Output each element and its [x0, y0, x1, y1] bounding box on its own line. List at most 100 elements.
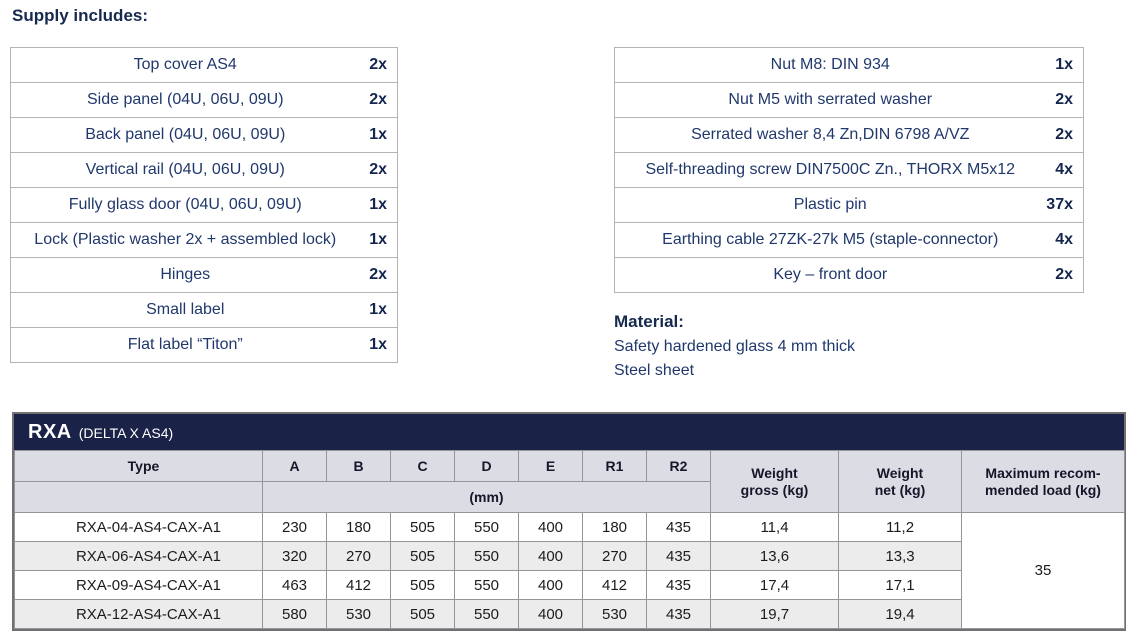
item-qty: 4x — [1041, 222, 1084, 258]
dim-cell: 400 — [518, 541, 583, 571]
item-name: Key – front door — [614, 257, 1042, 293]
col-header-type: Type — [14, 450, 263, 482]
dim-cell: 400 — [518, 512, 583, 542]
item-name: Self-threading screw DIN7500C Zn., THORX… — [614, 152, 1042, 188]
page-title: Supply includes: — [12, 6, 149, 25]
item-qty: 1x — [355, 187, 398, 223]
item-qty: 1x — [355, 222, 398, 258]
item-name: Serrated washer 8,4 Zn,DIN 6798 A/VZ — [614, 117, 1042, 153]
dim-cell: 270 — [326, 541, 391, 571]
spec-title: RXA — [28, 420, 72, 443]
spec-table: Type A B C D E R1 R2 Weight gross (kg) W… — [14, 450, 1125, 629]
supply-row: Nut M8: DIN 934 1x — [615, 48, 1084, 83]
max-load-cell: 35 — [961, 512, 1125, 629]
supply-table-right: Nut M8: DIN 934 1x Nut M5 with serrated … — [614, 47, 1084, 293]
dim-cell: 435 — [646, 570, 711, 600]
dim-cell: 180 — [582, 512, 647, 542]
dim-cell: 505 — [390, 541, 455, 571]
supply-row: Small label 1x — [10, 292, 398, 328]
weight-gross-cell: 17,4 — [710, 570, 839, 600]
dim-cell: 505 — [390, 512, 455, 542]
item-name: Nut M5 with serrated washer — [614, 82, 1042, 118]
item-qty: 1x — [355, 327, 398, 363]
type-cell: RXA-12-AS4-CAX-A1 — [14, 599, 263, 629]
col-header-b: B — [326, 450, 391, 482]
spec-row: RXA-09-AS4-CAX-A1 463 412 505 550 400 41… — [14, 570, 1125, 600]
type-cell: RXA-09-AS4-CAX-A1 — [14, 570, 263, 600]
item-name: Fully glass door (04U, 06U, 09U) — [10, 187, 356, 223]
unit-header: (mm) — [262, 481, 711, 513]
col-header-weight-gross: Weight gross (kg) — [710, 450, 839, 513]
dim-cell: 320 — [262, 541, 327, 571]
weight-net-cell: 17,1 — [838, 570, 962, 600]
dim-cell: 400 — [518, 599, 583, 629]
dim-cell: 550 — [454, 512, 519, 542]
supply-table-left: Top cover AS4 2x Side panel (04U, 06U, 0… — [10, 47, 398, 363]
supply-row: Key – front door 2x — [614, 257, 1084, 293]
supply-row: Earthing cable 27ZK-27k M5 (staple-conne… — [614, 222, 1084, 258]
item-name: Lock (Plastic washer 2x + assembled lock… — [10, 222, 356, 258]
item-name: Back panel (04U, 06U, 09U) — [10, 117, 356, 153]
supply-row: Nut M5 with serrated washer 2x — [614, 82, 1084, 118]
weight-net-cell: 13,3 — [838, 541, 962, 571]
item-qty: 2x — [369, 56, 387, 73]
item-qty: 1x — [355, 117, 398, 153]
dim-cell: 580 — [262, 599, 327, 629]
item-name: Small label — [10, 292, 356, 328]
col-header-c: C — [390, 450, 455, 482]
dim-cell: 435 — [646, 541, 711, 571]
weight-gross-cell: 13,6 — [710, 541, 839, 571]
dim-cell: 505 — [390, 599, 455, 629]
dim-cell: 400 — [518, 570, 583, 600]
item-name: Side panel (04U, 06U, 09U) — [10, 82, 356, 118]
dim-cell: 270 — [582, 541, 647, 571]
supply-row: Vertical rail (04U, 06U, 09U) 2x — [10, 152, 398, 188]
spec-table-section: RXA (DELTA X AS4) Type A B C D E R1 R2 — [12, 412, 1126, 631]
material-section: Material: Safety hardened glass 4 mm thi… — [614, 312, 855, 383]
item-qty: 2x — [1041, 117, 1084, 153]
dim-cell: 412 — [582, 570, 647, 600]
dim-cell: 435 — [646, 599, 711, 629]
dim-cell: 530 — [582, 599, 647, 629]
dim-cell: 505 — [390, 570, 455, 600]
supply-row: Flat label “Titon” 1x — [10, 327, 398, 363]
supply-row: Self-threading screw DIN7500C Zn., THORX… — [614, 152, 1084, 188]
item-name: Vertical rail (04U, 06U, 09U) — [10, 152, 356, 188]
spec-subtitle: (DELTA X AS4) — [78, 425, 174, 441]
supply-row: Lock (Plastic washer 2x + assembled lock… — [10, 222, 398, 258]
material-line: Steel sheet — [614, 362, 695, 379]
spec-row: RXA-12-AS4-CAX-A1 580 530 505 550 400 53… — [14, 599, 1125, 629]
item-qty: 2x — [1041, 82, 1084, 118]
material-line: Safety hardened glass 4 mm thick — [614, 338, 856, 355]
spec-title-bar: RXA (DELTA X AS4) — [14, 414, 1124, 450]
item-qty: 2x — [355, 82, 398, 118]
dim-cell: 435 — [646, 512, 711, 542]
weight-net-cell: 11,2 — [838, 512, 962, 542]
item-qty: 2x — [355, 152, 398, 188]
col-header-r2: R2 — [646, 450, 711, 482]
col-header-max-load: Maximum recom- mended load (kg) — [961, 450, 1125, 513]
supply-row: Hinges 2x — [10, 257, 398, 293]
item-qty: 37x — [1041, 187, 1084, 223]
supply-row: Plastic pin 37x — [614, 187, 1084, 223]
item-qty: 1x — [1055, 56, 1073, 73]
type-cell: RXA-06-AS4-CAX-A1 — [14, 541, 263, 571]
weight-net-cell: 19,4 — [838, 599, 962, 629]
col-header-weight-net: Weight net (kg) — [838, 450, 962, 513]
dim-cell: 230 — [262, 512, 327, 542]
item-name: Flat label “Titon” — [10, 327, 356, 363]
item-name: Nut M8: DIN 934 — [770, 56, 890, 73]
item-qty: 2x — [355, 257, 398, 293]
item-name: Earthing cable 27ZK-27k M5 (staple-conne… — [614, 222, 1042, 258]
supply-row: Fully glass door (04U, 06U, 09U) 1x — [10, 187, 398, 223]
spec-header-row: Type A B C D E R1 R2 Weight gross (kg) W… — [14, 450, 1125, 513]
col-header-a: A — [262, 450, 327, 482]
item-name: Hinges — [10, 257, 356, 293]
spec-row: RXA-06-AS4-CAX-A1 320 270 505 550 400 27… — [14, 541, 1125, 571]
item-qty: 2x — [1041, 257, 1084, 293]
supply-row: Back panel (04U, 06U, 09U) 1x — [10, 117, 398, 153]
item-qty: 4x — [1041, 152, 1084, 188]
item-qty: 1x — [355, 292, 398, 328]
material-title: Material: — [614, 312, 684, 331]
